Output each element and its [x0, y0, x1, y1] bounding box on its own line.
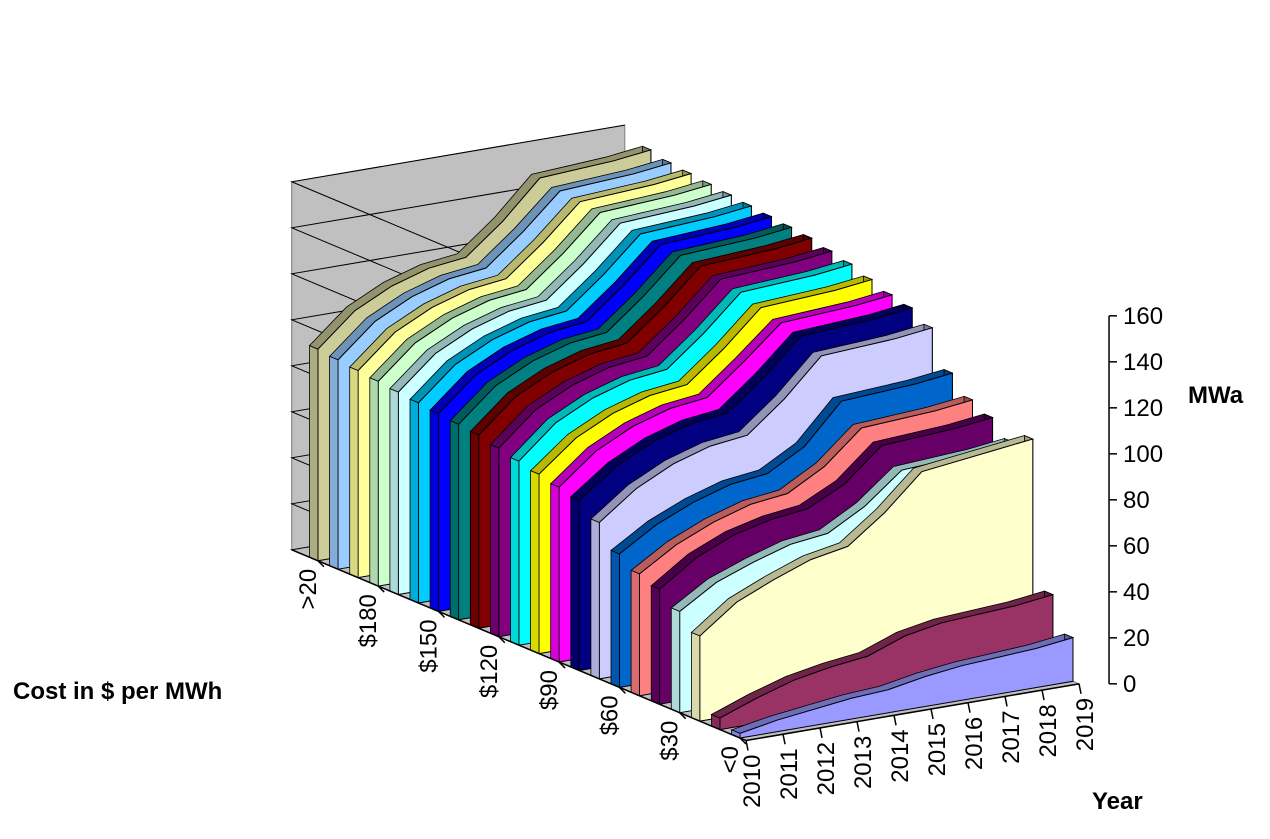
series-layer: [308, 145, 1075, 739]
x-tick-label: 2011: [776, 748, 803, 800]
series-18-start-cap: [389, 388, 399, 596]
x-tick-label: 2018: [1035, 704, 1062, 757]
depth-tick-label: $30: [657, 721, 684, 761]
x-tick-label: 2016: [961, 717, 988, 770]
depth-tick-label: $180: [355, 594, 382, 647]
depth-tick-mark: [558, 661, 566, 669]
x-tick-label: 2015: [924, 723, 951, 776]
x-tick-mark: [1078, 683, 1082, 694]
x-tick-label: 2012: [813, 742, 840, 795]
depth-tick-label: $90: [536, 670, 563, 710]
x-tick-mark: [1041, 689, 1045, 701]
x-tick-label: 2017: [998, 710, 1025, 763]
x-tick-label: 2014: [887, 729, 914, 782]
depth-tick-mark: [739, 737, 747, 745]
depth-tick-label: <0: [717, 746, 744, 773]
depth-tick-mark: [437, 610, 446, 618]
y-tick-label: 100: [1123, 441, 1163, 468]
x-tick-label: 2019: [1072, 698, 1099, 751]
series-4-start-cap: [670, 607, 681, 714]
y-tick-label: 60: [1123, 533, 1150, 560]
depth-tick-mark: [317, 560, 325, 568]
depth-tick-label: >20: [295, 569, 322, 610]
depth-tick-label: $60: [596, 695, 623, 735]
x-tick-label: 2010: [739, 755, 766, 808]
x-axis-title: Year: [1092, 788, 1143, 815]
series-14-start-cap: [469, 430, 480, 629]
depth-tick-mark: [679, 712, 687, 720]
depth-tick-label: $120: [476, 645, 503, 698]
y-axis-ticks: 0 20 40 60 80 100 120 140 160: [1109, 303, 1163, 698]
series-16-start-cap: [429, 409, 439, 613]
x-tick-label: 2013: [850, 736, 877, 789]
x-axis-ticks: 2010 2011 2012 2013 2014 2015 2016 2017 2018 2019: [739, 683, 1099, 808]
series-15-start-cap: [449, 420, 460, 621]
depth-axis-ticks: <0 $30 $60 $90 $120 $150 $180 >20: [295, 560, 747, 773]
x-tick-mark: [782, 734, 786, 745]
series-8-start-cap: [590, 518, 600, 680]
series-19-start-cap: [369, 377, 379, 587]
x-tick-mark: [856, 721, 860, 732]
series-1-area: [739, 636, 1074, 739]
y-tick-label: 120: [1123, 395, 1163, 422]
x-tick-mark: [930, 708, 934, 720]
y-tick-label: 140: [1123, 349, 1163, 376]
series-6-start-cap: [630, 569, 640, 697]
y-tick-label: 0: [1123, 671, 1136, 698]
series-9-start-cap: [570, 496, 580, 672]
depth-axis-title: Cost in $ per MWh: [13, 678, 222, 705]
depth-axis-line: [291, 549, 747, 742]
x-tick-mark: [745, 740, 749, 751]
y-axis-title: MWa: [1188, 382, 1244, 409]
series-10-start-cap: [550, 483, 560, 663]
series-17-start-cap: [409, 398, 419, 604]
series-5-start-cap: [650, 585, 660, 705]
x-axis-line: [745, 683, 1080, 742]
series-22-start-cap: [309, 344, 319, 562]
depth-tick-mark: [377, 585, 385, 593]
series-1: [730, 633, 1075, 739]
x-tick-mark: [893, 715, 897, 726]
x-tick-mark: [1004, 696, 1008, 707]
depth-tick-mark: [618, 686, 626, 694]
series-13-start-cap: [489, 444, 500, 638]
series-11-start-cap: [530, 470, 540, 655]
series-3-start-cap: [691, 631, 701, 722]
y-tick-label: 20: [1123, 625, 1150, 652]
series-12-start-cap: [510, 456, 520, 646]
depth-tick-label: $150: [416, 619, 443, 672]
y-tick-label: 160: [1123, 303, 1163, 330]
y-tick-label: 80: [1123, 487, 1150, 514]
depth-tick-mark: [498, 636, 506, 644]
series-21-start-cap: [329, 355, 339, 570]
series-20-start-cap: [349, 366, 359, 579]
series-7-start-cap: [610, 549, 620, 689]
y-tick-label: 40: [1123, 579, 1150, 606]
x-tick-mark: [819, 727, 823, 739]
x-tick-mark: [967, 702, 971, 713]
